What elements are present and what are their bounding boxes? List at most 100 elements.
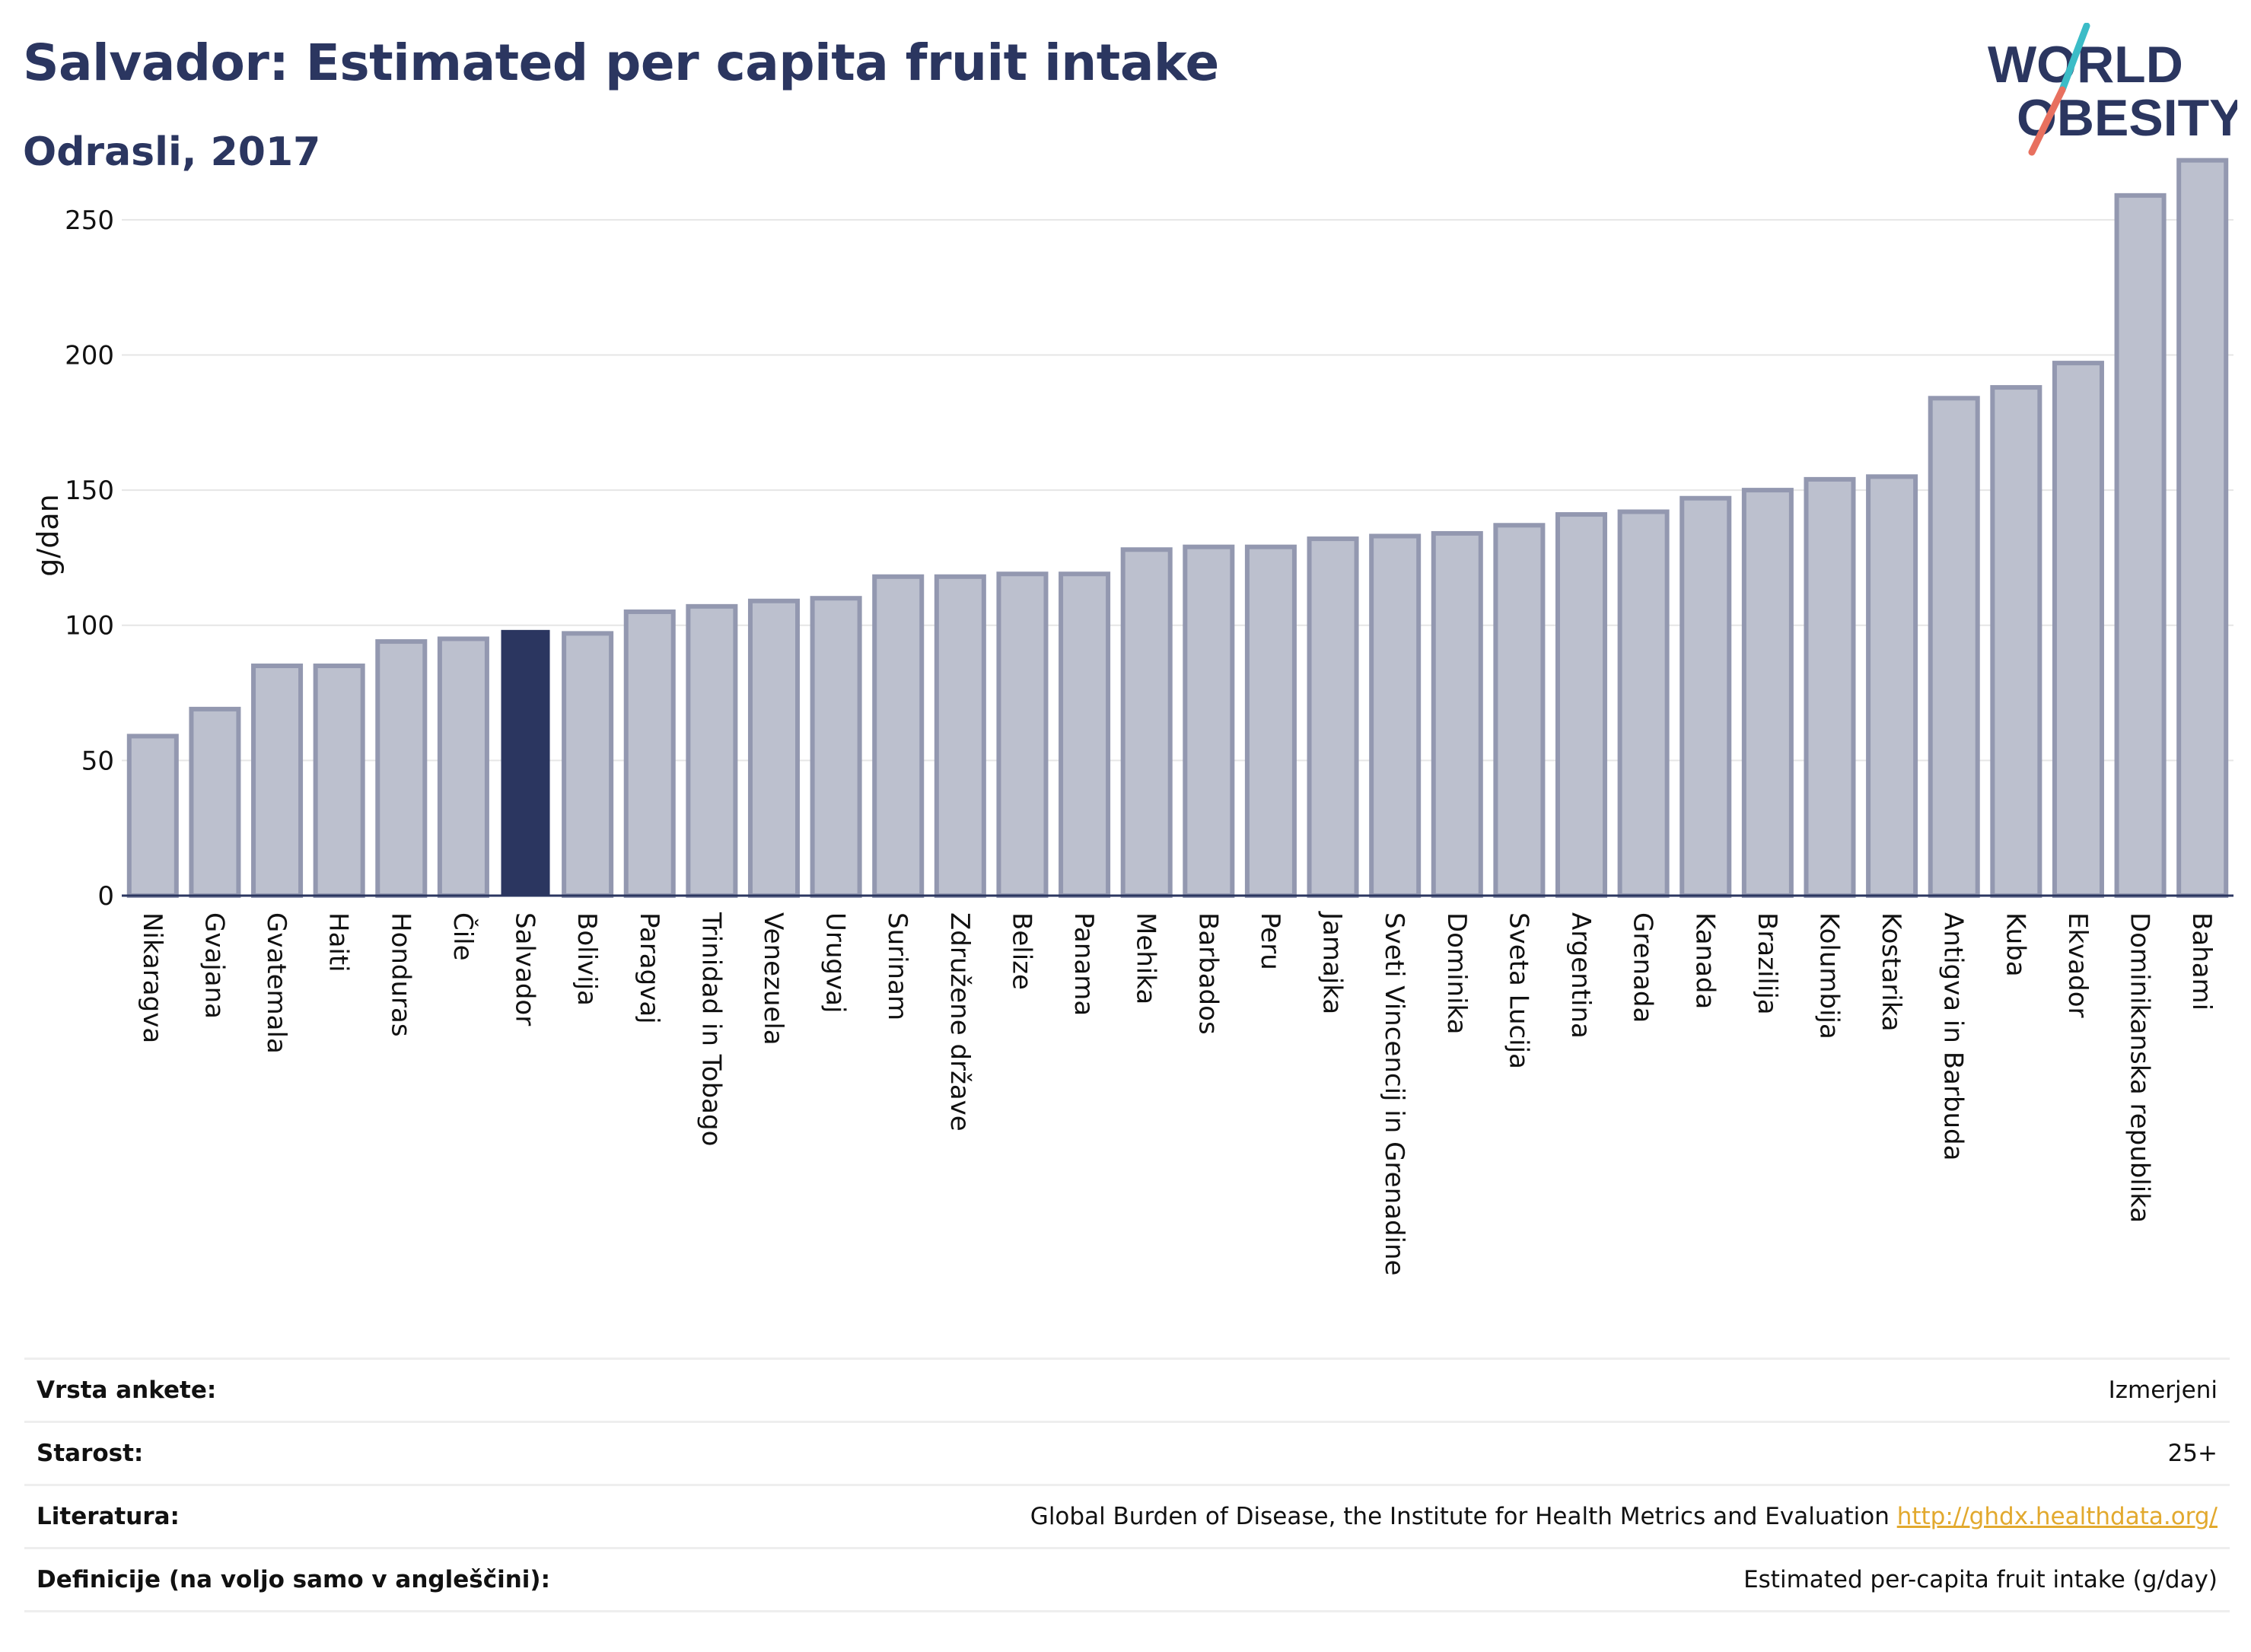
y-tick-label: 50: [81, 746, 114, 776]
bar-trinidad-in-tobago: [686, 603, 738, 898]
x-tick-label: Antigva in Barbuda: [1938, 912, 1969, 1160]
x-tick-label: Paragvaj: [634, 912, 664, 1024]
bar-barbados: [1183, 544, 1235, 898]
x-tick-label: Kostarika: [1876, 912, 1906, 1032]
bar-salvador: [501, 629, 550, 896]
y-tick-label: 200: [65, 340, 114, 371]
x-tick-label: Salvador: [510, 912, 540, 1026]
bar-honduras: [375, 639, 428, 898]
chart-title: Salvador: Estimated per capita fruit int…: [23, 33, 1219, 92]
info-row-survey-type: Vrsta ankete: Izmerjeni: [24, 1360, 2230, 1423]
info-table: Vrsta ankete: Izmerjeni Starost: 25+ Lit…: [24, 1358, 2230, 1612]
info-value: Global Burden of Disease, the Institute …: [1030, 1503, 1890, 1530]
bar-urugvaj: [810, 596, 862, 898]
bar-peru: [1244, 544, 1297, 898]
info-value-wrap: Global Burden of Disease, the Institute …: [1030, 1503, 2218, 1530]
info-label: Starost:: [37, 1440, 144, 1467]
x-tick-label: Bolivija: [572, 912, 602, 1006]
bar-gvajana: [189, 706, 241, 898]
info-value: Izmerjeni: [2108, 1377, 2218, 1404]
info-label: Vrsta ankete:: [37, 1377, 217, 1404]
bar-mehika: [1120, 547, 1173, 898]
y-tick-label: 0: [97, 881, 114, 912]
bar-kanada: [1679, 495, 1732, 898]
bar-grenada: [1617, 509, 1670, 899]
info-label: Definicije (na voljo samo v angleščini):: [37, 1566, 550, 1593]
y-tick-labels: 0 50 100 150 200 250: [65, 205, 114, 912]
x-tick-label: Čile: [447, 912, 479, 961]
info-row-references: Literatura: Global Burden of Disease, th…: [24, 1486, 2230, 1549]
y-tick-label: 250: [65, 205, 114, 236]
bar-čile: [437, 636, 489, 898]
x-tick-label: Gvatemala: [261, 912, 291, 1054]
bar-kostarika: [1866, 474, 1918, 898]
info-value: 25+: [2167, 1440, 2218, 1467]
bar-brazilija: [1741, 488, 1794, 898]
x-tick-label: Belize: [1006, 912, 1036, 990]
bar-belize: [996, 571, 1049, 898]
x-tick-label: Jamajka: [1317, 911, 1348, 1014]
y-tick-label: 100: [65, 611, 114, 641]
info-row-definitions: Definicije (na voljo samo v angleščini):…: [24, 1549, 2230, 1612]
bar-argentina: [1555, 512, 1608, 898]
x-tick-label: Trinidad in Tobago: [696, 912, 726, 1146]
x-tick-label: Kolumbija: [1813, 912, 1844, 1039]
world-obesity-logo: WORLD OBESITY: [1988, 23, 2237, 156]
logo-line2: OBESITY: [2017, 89, 2237, 147]
x-tick-label: Peru: [1255, 912, 1285, 970]
chart-subtitle: Odrasli, 2017: [23, 129, 321, 175]
y-axis-label: g/dan: [31, 494, 65, 576]
x-tick-label: Dominika: [1441, 912, 1472, 1034]
x-tick-label: Ekvador: [2062, 912, 2093, 1018]
bar-nikaragva: [126, 734, 179, 899]
x-tick-label: Honduras: [385, 912, 415, 1037]
y-tick-label: 150: [65, 476, 114, 506]
x-tick-label: Barbados: [1192, 912, 1223, 1035]
x-tick-label: Haiti: [323, 912, 354, 972]
info-row-age: Starost: 25+: [24, 1423, 2230, 1486]
bar-kuba: [1990, 385, 2042, 898]
info-value: Estimated per-capita fruit intake (g/day…: [1743, 1566, 2218, 1593]
x-tick-label: Dominikanska republika: [2125, 912, 2155, 1223]
bar-gvatemala: [251, 664, 304, 898]
x-tick-label: Argentina: [1565, 912, 1596, 1039]
x-tick-label: Bahami: [2186, 912, 2217, 1011]
reference-link[interactable]: http://ghdx.healthdata.org/: [1896, 1503, 2218, 1530]
bar-jamajka: [1307, 536, 1359, 898]
bar-sveta-lucija: [1493, 523, 1546, 898]
bar-venezuela: [747, 598, 800, 899]
x-tick-label: Panama: [1068, 912, 1099, 1016]
info-label: Literatura:: [37, 1503, 180, 1530]
x-tick-label: Venezuela: [758, 912, 788, 1046]
logo-slash-coral: [2028, 86, 2066, 156]
bar-antigva-in-barbuda: [1928, 396, 1980, 898]
x-tick-labels: Nikaragva Gvajana Gvatemala Haiti Honduras Či…: [137, 911, 2217, 1275]
x-tick-label: Sveti Vincencij in Grenadine: [1379, 912, 1409, 1275]
bar-sveti-vincencij-in-grenadine: [1369, 533, 1422, 898]
bar-dominika: [1431, 530, 1483, 899]
bars-layer: [126, 158, 2229, 899]
bar-združene-države: [934, 574, 986, 899]
bar-ekvador: [2052, 361, 2104, 898]
x-tick-label: Mehika: [1131, 912, 1161, 1004]
bar-surinam: [872, 574, 925, 899]
logo-line1: WORLD: [1988, 36, 2183, 94]
bar-chart: 0 50 100 150 200 250 Nikaragva Gvajana Gvatemal…: [31, 158, 2233, 1275]
bar-panama: [1059, 571, 1111, 898]
x-tick-label: Združene države: [944, 912, 975, 1132]
bar-dominikanska-republika: [2114, 193, 2167, 898]
x-tick-label: Kuba: [2000, 912, 2030, 977]
x-tick-label: Kanada: [1689, 912, 1720, 1009]
x-tick-label: Sveta Lucija: [1503, 912, 1533, 1069]
x-tick-label: Brazilija: [1752, 912, 1782, 1015]
x-tick-label: Surinam: [882, 912, 912, 1020]
x-tick-label: Gvajana: [199, 912, 229, 1019]
bar-kolumbija: [1804, 476, 1856, 898]
bar-bolivija: [562, 631, 614, 898]
logo-slash-teal: [2058, 23, 2090, 94]
x-tick-label: Urugvaj: [820, 912, 851, 1013]
bar-paragvaj: [623, 609, 676, 898]
x-tick-label: Grenada: [1628, 912, 1658, 1023]
bar-haiti: [313, 664, 365, 898]
x-tick-label: Nikaragva: [137, 912, 167, 1043]
